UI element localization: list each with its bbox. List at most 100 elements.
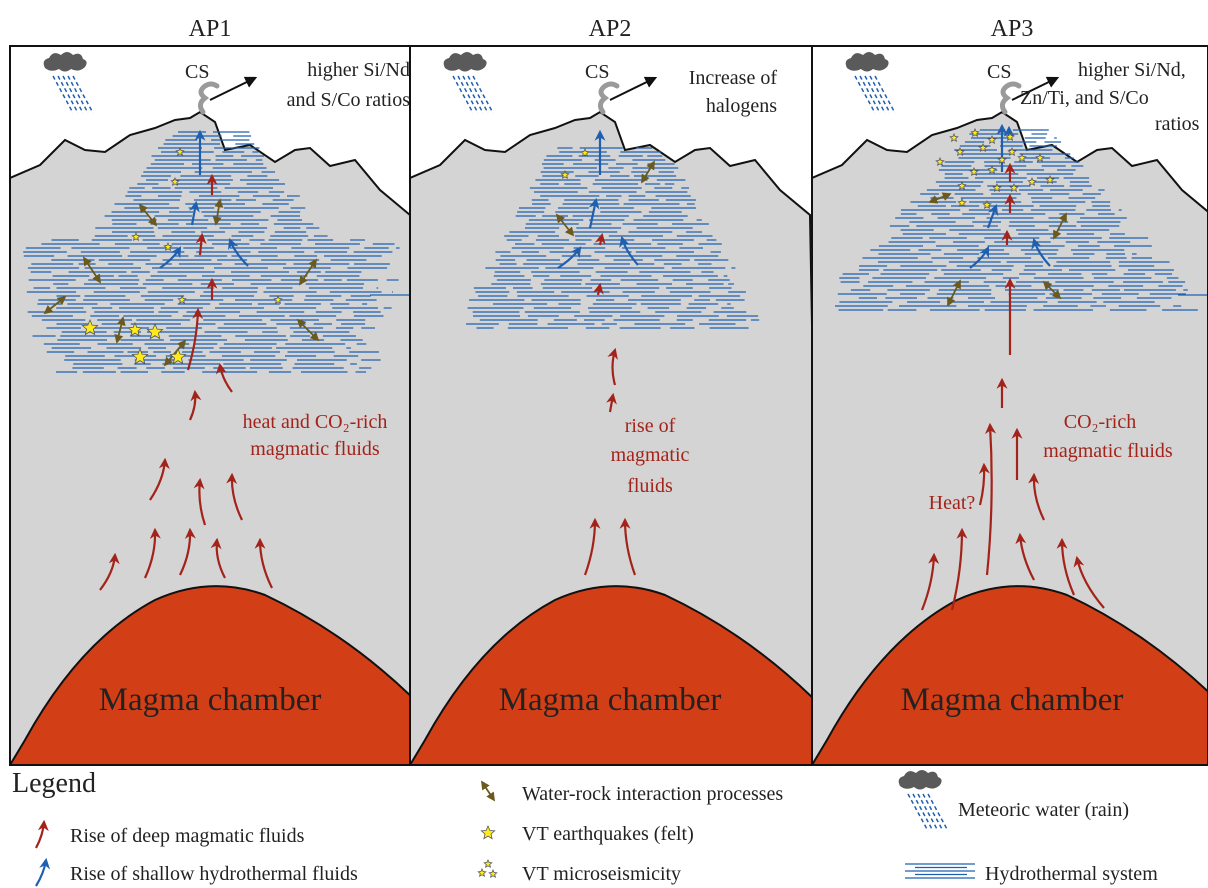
- earthquake-star: [1007, 147, 1017, 157]
- earthquake-star: [1017, 153, 1027, 163]
- earthquake-star: [978, 143, 988, 153]
- water-rock-arrow: [947, 279, 961, 307]
- heat-label: Heat?: [929, 492, 976, 514]
- earthquake-star: [163, 242, 173, 252]
- rain-drop: [62, 75, 84, 114]
- fluid-arrow: [920, 552, 940, 611]
- legend-item: VT microseismicity: [522, 863, 681, 885]
- panel: CS higher Si/Nd and S/Co ratios heat and CO…: [10, 46, 411, 765]
- legend-item: Rise of shallow hydrothermal fluids: [70, 863, 358, 885]
- earthquake-star: [273, 295, 283, 305]
- legend-item: Rise of deep magmatic fluids: [70, 825, 305, 847]
- geochem-note: halogens: [706, 95, 777, 117]
- fluid-arrow: [978, 462, 990, 506]
- fluid-arrow: [969, 246, 989, 269]
- water-rock-arrow: [928, 192, 952, 204]
- magma-chamber: [812, 585, 1208, 765]
- rain-drop: [472, 75, 494, 114]
- earthquake-star: [970, 128, 980, 138]
- note-arrow: [1011, 76, 1060, 101]
- rain-drop: [52, 75, 74, 114]
- earthquake-star: [560, 170, 570, 180]
- fluid-arrow: [1028, 472, 1045, 521]
- earthquake-star: [483, 859, 493, 869]
- legend-item: VT earthquakes (felt): [522, 823, 694, 845]
- earthquake-star: [81, 318, 99, 336]
- earthquake-star: [488, 869, 498, 879]
- chamber-label: Magma chamber: [901, 682, 1124, 718]
- fluid-arrow: [35, 857, 51, 887]
- rain-drop: [912, 793, 934, 832]
- earthquake-star: [987, 135, 997, 145]
- water-rock-arrow: [138, 203, 158, 227]
- earthquake-star: [987, 165, 997, 175]
- fluid-arrow: [159, 246, 182, 269]
- fluid-arrow: [619, 235, 639, 266]
- fluid-arrow: [985, 422, 997, 576]
- earthquake-star: [146, 322, 164, 340]
- fluid-arrow: [35, 819, 49, 849]
- water-rock-arrow: [481, 780, 495, 802]
- rain-drop: [462, 75, 484, 114]
- fluids-label: magmatic fluids: [250, 438, 380, 460]
- water-rock-arrow: [114, 316, 126, 344]
- rain-cloud: [443, 52, 487, 72]
- water-rock-arrow: [296, 318, 320, 342]
- rain-cloud: [43, 52, 87, 72]
- fluid-arrow: [143, 527, 161, 579]
- rain-drop: [72, 75, 94, 114]
- fluid-arrow: [950, 527, 968, 611]
- note-arrow: [609, 76, 658, 101]
- rain-drop: [67, 75, 89, 114]
- earthquake-star: [982, 200, 992, 210]
- fluid-arrow: [228, 237, 249, 267]
- legend-item: Water-rock interaction processes: [522, 783, 783, 805]
- earthquake-star: [477, 868, 487, 878]
- fluid-arrow: [210, 537, 226, 579]
- fluids-label: magmatic: [611, 444, 690, 466]
- water-rock-arrow: [43, 295, 67, 315]
- rain-drop: [922, 793, 944, 832]
- panel-title: AP2: [589, 16, 632, 42]
- fluid-arrow: [99, 552, 120, 591]
- fluid-arrow: [186, 307, 204, 371]
- earthquake-star: [131, 232, 141, 242]
- geochem-note: and S/Co ratios: [287, 89, 411, 111]
- fluid-arrow: [592, 282, 604, 296]
- rain-drop: [859, 75, 881, 114]
- fluid-arrow: [607, 347, 618, 386]
- volcano-body: [812, 110, 1208, 765]
- panel-border: [811, 45, 1208, 766]
- water-rock-arrow: [1042, 280, 1062, 300]
- rain-drop: [864, 75, 886, 114]
- water-rock-arrow: [83, 256, 101, 284]
- cs-plume: [197, 81, 220, 115]
- rain-cloud: [898, 770, 942, 790]
- panel: CS higher Si/Nd, Zn/Ti, and S/Co ratios CO₂-…: [812, 46, 1208, 765]
- earthquake-star: [131, 347, 149, 365]
- earthquake-star: [955, 147, 965, 157]
- fluid-arrow: [149, 457, 170, 501]
- chamber-label: Magma chamber: [99, 682, 322, 718]
- fluid-arrow: [588, 197, 600, 229]
- earthquake-star: [580, 148, 590, 158]
- magma-chamber: [10, 585, 410, 765]
- fluid-arrow: [606, 392, 617, 413]
- earthquake-star: [127, 321, 143, 337]
- legend-title: Legend: [12, 768, 96, 799]
- rain-drop: [907, 793, 929, 832]
- earthquake-star: [1027, 177, 1037, 187]
- legend-item: Meteoric water (rain): [958, 799, 1129, 821]
- rain-drop: [57, 75, 79, 114]
- fluid-arrow: [215, 362, 233, 393]
- fluid-arrow: [986, 203, 999, 229]
- earthquake-star: [957, 181, 967, 191]
- fluid-arrow: [1073, 555, 1105, 609]
- fluid-arrow: [1056, 537, 1076, 596]
- fluid-arrow: [254, 537, 273, 589]
- fluid-arrow: [189, 389, 202, 421]
- magma-chamber: [410, 585, 812, 765]
- panel-title: AP3: [991, 16, 1034, 42]
- geochem-note: higher Si/Nd: [307, 59, 410, 81]
